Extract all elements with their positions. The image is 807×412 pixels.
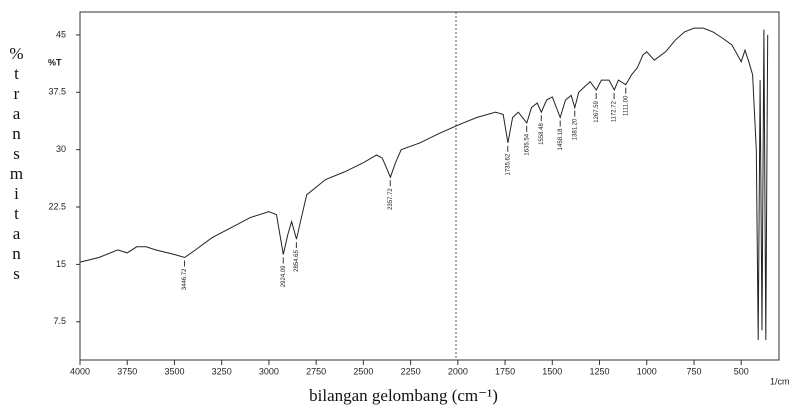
peak-label: 3446.72 <box>182 268 188 290</box>
y-axis-label: %transmitans <box>7 44 26 284</box>
spectrum-line <box>79 27 769 341</box>
peak-label: 2854.65 <box>294 250 300 272</box>
x-tick-label: 3750 <box>117 366 137 376</box>
y-tick-label: 37.5 <box>48 87 66 97</box>
y-tick-label: 45 <box>56 29 66 39</box>
y-tick-label: 30 <box>56 144 66 154</box>
peak-label: 1458.18 <box>558 128 564 150</box>
peak-label: 1381.20 <box>572 118 578 140</box>
x-tick-label: 2750 <box>306 366 326 376</box>
x-tick-label: 1500 <box>542 366 562 376</box>
x-tick-label: 3500 <box>164 366 184 376</box>
y-unit: %T <box>48 57 62 67</box>
peak-label: 1635.54 <box>524 133 530 155</box>
y-tick-label: 7.5 <box>53 316 66 326</box>
x-tick-label: 1250 <box>590 366 610 376</box>
x-tick-label: 3000 <box>259 366 279 376</box>
peak-label: 1111.00 <box>623 95 629 116</box>
x-tick-label: 2500 <box>353 366 373 376</box>
x-axis-label: bilangan gelombang (cm⁻¹) <box>309 386 498 405</box>
x-tick-label: 1750 <box>495 366 515 376</box>
peak-label: 1735.62 <box>505 153 511 175</box>
y-tick-label: 15 <box>56 259 66 269</box>
peak-label: 2924.09 <box>281 265 287 287</box>
peak-label: 1558.48 <box>539 123 545 145</box>
plot-frame <box>79 11 780 361</box>
peak-label: 2357.72 <box>388 188 394 210</box>
peak-label: 1267.59 <box>594 100 600 122</box>
x-unit: 1/cm <box>770 376 790 386</box>
x-tick-label: 750 <box>686 366 701 376</box>
x-tick-label: 2250 <box>401 366 421 376</box>
x-tick-label: 1000 <box>637 366 657 376</box>
x-tick-label: 4000 <box>70 366 90 376</box>
peak-label: 1172.72 <box>612 100 618 122</box>
x-tick-label: 500 <box>734 366 749 376</box>
x-tick-label: 3250 <box>212 366 232 376</box>
y-tick-label: 22.5 <box>48 201 66 211</box>
x-tick-label: 2000 <box>448 366 468 376</box>
